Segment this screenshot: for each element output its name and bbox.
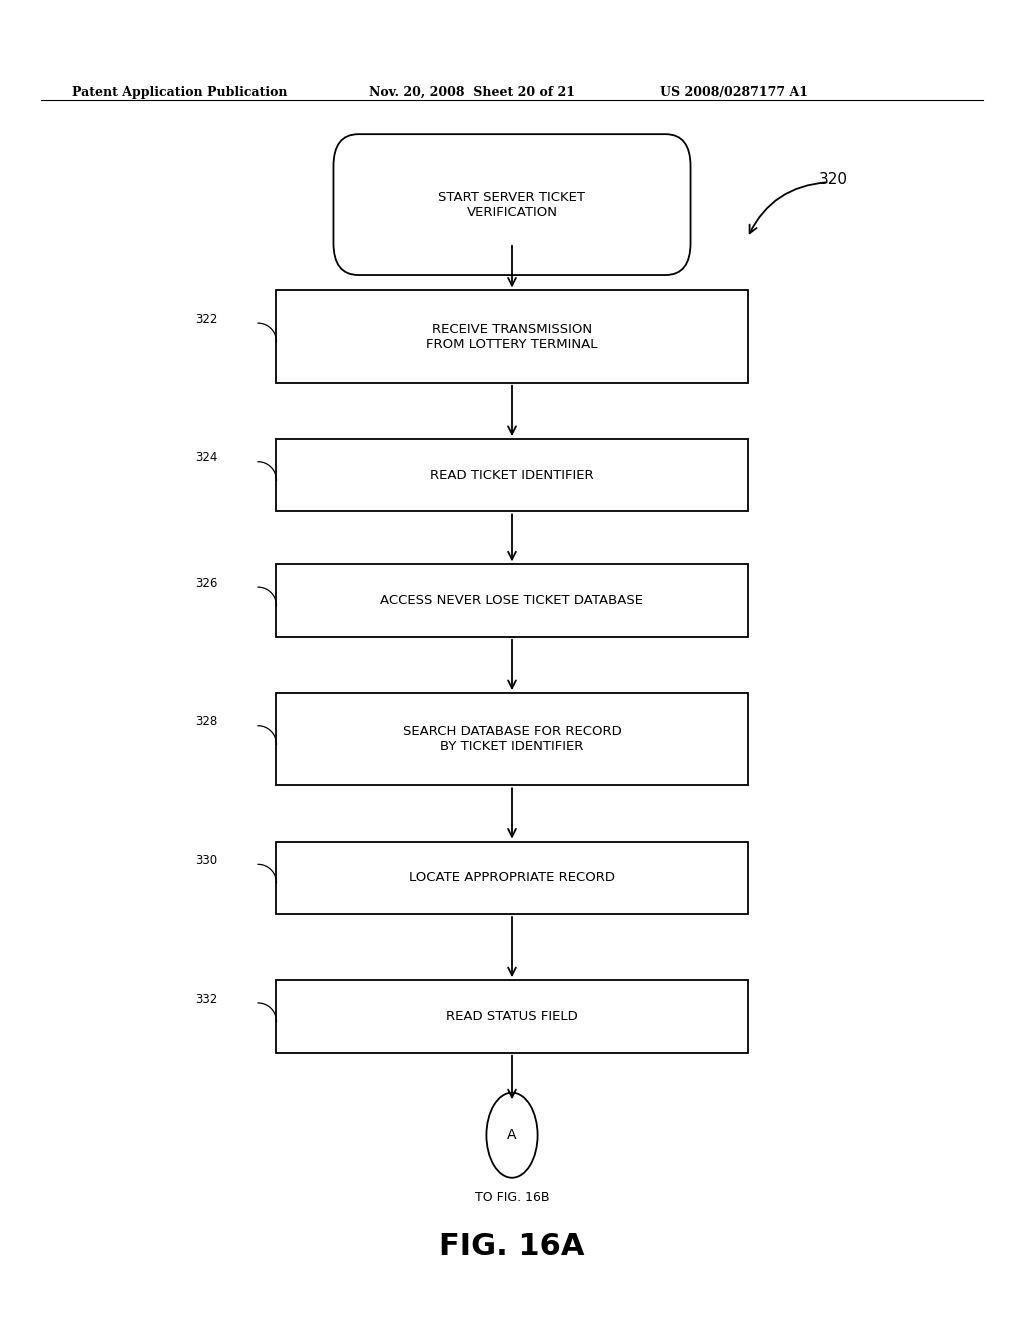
Text: 330: 330 xyxy=(195,854,217,867)
Text: START SERVER TICKET
VERIFICATION: START SERVER TICKET VERIFICATION xyxy=(438,190,586,219)
Text: 332: 332 xyxy=(195,993,217,1006)
Text: TO FIG. 16B: TO FIG. 16B xyxy=(475,1191,549,1204)
Text: 320: 320 xyxy=(819,172,848,186)
Bar xyxy=(276,842,748,913)
Text: FIG. 16A: FIG. 16A xyxy=(439,1232,585,1261)
Text: 328: 328 xyxy=(195,715,217,729)
Text: ACCESS NEVER LOSE TICKET DATABASE: ACCESS NEVER LOSE TICKET DATABASE xyxy=(381,594,643,607)
Text: 324: 324 xyxy=(195,451,217,465)
Text: SEARCH DATABASE FOR RECORD
BY TICKET IDENTIFIER: SEARCH DATABASE FOR RECORD BY TICKET IDE… xyxy=(402,725,622,754)
Text: READ STATUS FIELD: READ STATUS FIELD xyxy=(446,1010,578,1023)
Text: RECEIVE TRANSMISSION
FROM LOTTERY TERMINAL: RECEIVE TRANSMISSION FROM LOTTERY TERMIN… xyxy=(426,322,598,351)
Bar xyxy=(276,979,748,1053)
Bar xyxy=(276,564,748,636)
Bar xyxy=(276,438,748,511)
Text: READ TICKET IDENTIFIER: READ TICKET IDENTIFIER xyxy=(430,469,594,482)
Text: Nov. 20, 2008  Sheet 20 of 21: Nov. 20, 2008 Sheet 20 of 21 xyxy=(369,86,574,99)
Text: 326: 326 xyxy=(195,577,217,590)
Text: A: A xyxy=(507,1129,517,1142)
FancyBboxPatch shape xyxy=(334,135,690,275)
Bar xyxy=(276,290,748,383)
Bar xyxy=(276,693,748,785)
Text: LOCATE APPROPRIATE RECORD: LOCATE APPROPRIATE RECORD xyxy=(409,871,615,884)
Text: 322: 322 xyxy=(195,313,217,326)
Text: US 2008/0287177 A1: US 2008/0287177 A1 xyxy=(660,86,809,99)
Text: Patent Application Publication: Patent Application Publication xyxy=(72,86,287,99)
